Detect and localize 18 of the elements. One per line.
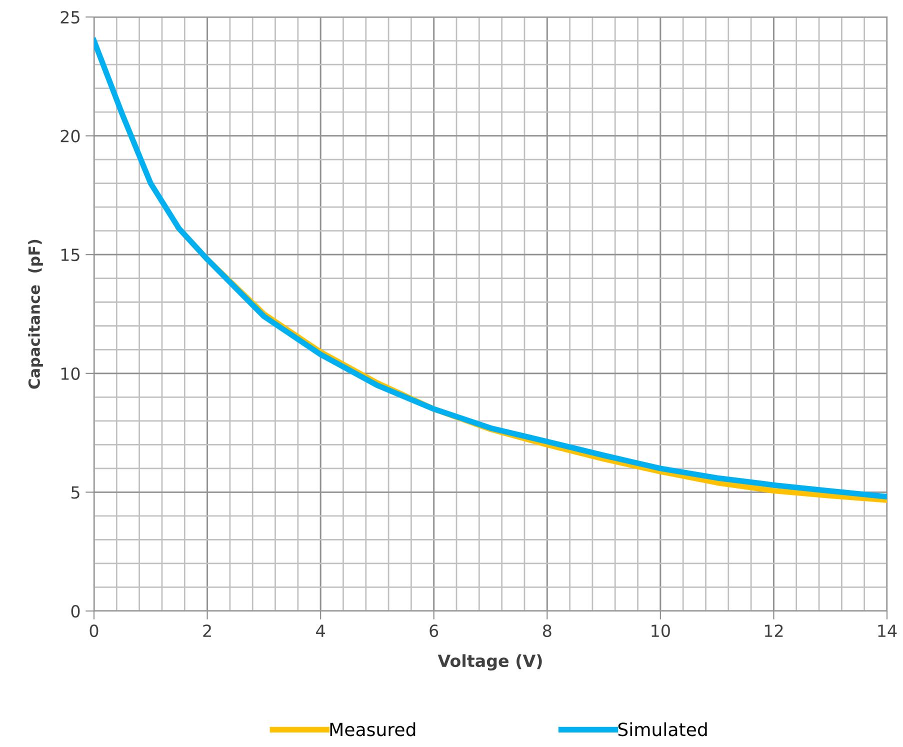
- x-tick-label: 6: [430, 624, 438, 638]
- y-tick-label: 25: [60, 10, 80, 24]
- x-tick-label: 2: [203, 624, 211, 637]
- y-tick-label: 15: [61, 248, 80, 262]
- y-tick-label: 5: [71, 486, 80, 499]
- y-tick-label: 10: [61, 367, 80, 380]
- legend-label: Measured: [330, 722, 416, 736]
- x-tick-label: 0: [90, 624, 98, 638]
- x-tick-label: 4: [316, 624, 325, 637]
- legend-label: Simulated: [618, 722, 707, 736]
- x-tick-label: 8: [542, 624, 552, 638]
- x-tick-label: 14: [878, 624, 897, 637]
- x-axis-title: Voltage (V): [438, 654, 542, 670]
- y-tick-label: 0: [71, 604, 80, 618]
- y-axis-title: Capacitance (pF): [28, 240, 43, 389]
- x-tick-label: 10: [652, 624, 670, 638]
- x-tick-label: 12: [764, 624, 783, 637]
- y-tick-label: 20: [60, 130, 80, 142]
